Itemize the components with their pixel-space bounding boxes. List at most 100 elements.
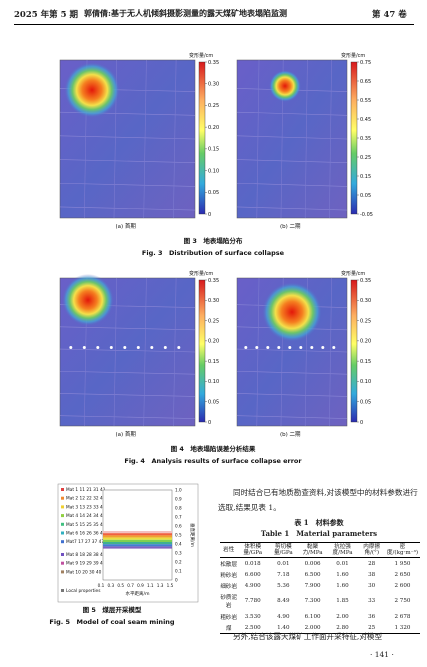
collapse-zone (262, 282, 322, 342)
page-number: · 141 · (370, 650, 394, 659)
monitor-point (136, 346, 140, 350)
map-road (143, 277, 147, 427)
colorbar-unit: 变形量/cm (189, 52, 213, 59)
monitor-point (255, 346, 259, 350)
cell: 2 600 (394, 583, 411, 590)
monitor-point (69, 346, 73, 350)
y-tick-label: 0.3 (175, 551, 182, 556)
map-road (236, 111, 348, 116)
legend-swatch (61, 522, 64, 526)
monitor-point (123, 346, 127, 350)
legend-entry: Mat 3 13 23 33 43 (66, 504, 106, 510)
monitor-point (310, 346, 314, 350)
colorbar (198, 279, 206, 423)
colorbar-tick-label: 0.25 (360, 155, 371, 161)
cell: 2.80 (326, 622, 359, 635)
map-road (236, 348, 348, 353)
legend-swatch (61, 570, 64, 574)
cell: 4.90 (277, 613, 290, 620)
panel-label: (b) 二期 (280, 431, 301, 438)
monitor-point (299, 346, 303, 350)
map-road (173, 59, 177, 219)
colorbar-tick-label: 0.20 (360, 339, 371, 345)
colorbar-unit: 变形量/cm (189, 270, 213, 277)
cell: 2.500 (237, 622, 269, 635)
monitor-point (163, 346, 167, 350)
panel-label: (b) 二期 (280, 223, 301, 230)
colorbar-tick-label: 0.25 (208, 318, 219, 324)
issue: 2025 年第 5 期 (14, 10, 78, 20)
material-table: 岩性 体积模量/GPa 剪切模量/GPa 黏聚力/MPa 抗拉强度/MPa 内摩擦角/(°… (220, 541, 420, 635)
map-road (236, 159, 348, 163)
legend-swatch (61, 488, 64, 491)
map-road (143, 59, 147, 219)
legend-swatch (61, 540, 64, 544)
collapse-zone (64, 62, 120, 118)
colorbar-tick-label: 0.25 (360, 318, 371, 324)
legend-swatch (61, 589, 64, 592)
figure-caption-cn: 图 3 地表塌陷分布 (184, 236, 243, 245)
cell: 细砂岩 (220, 584, 238, 591)
colorbar-tick-label: 0.55 (360, 98, 371, 104)
map-road (236, 182, 348, 187)
map-road (59, 393, 196, 397)
cell: 33 (368, 598, 376, 605)
monitor-point (244, 346, 248, 350)
legend-entry: Mat7 17 27 37 47 (66, 539, 104, 545)
colorbar-tick-label: 0.15 (208, 359, 219, 365)
map-road (59, 135, 196, 140)
column-header: 内摩擦角/(°) (358, 541, 385, 559)
cell: 2.00 (336, 613, 349, 620)
strata-layer (103, 533, 172, 536)
y-tick-label: 0.5 (175, 533, 182, 538)
cell: 0.018 (244, 560, 261, 567)
legend-swatch (61, 561, 64, 565)
y-tick-label: 0.8 (175, 506, 182, 511)
monitor-point (332, 346, 336, 350)
colorbar-tick-label: 0.10 (208, 168, 219, 174)
colorbar-tick-label: 0.30 (360, 298, 371, 304)
colorbar (350, 61, 358, 215)
map-road (236, 370, 348, 375)
table-row: 松散层 0.018 0.01 0.006 0.01 28 1 950 (220, 558, 420, 570)
x-tick-label: 0.3 (108, 583, 115, 588)
map-road (59, 206, 196, 211)
volume: 第 47 卷 (372, 10, 407, 20)
colorbar-unit: 变形量/cm (341, 52, 365, 59)
y-tick-label: 0.1 (175, 569, 182, 574)
colorbar-tick-label: -0.05 (360, 212, 373, 218)
cell: 松散层 (220, 561, 238, 568)
cell: 2 750 (394, 598, 411, 605)
cell: 0.01 (277, 560, 290, 567)
monitor-point (109, 346, 113, 350)
colorbar-tick-label: 0.35 (360, 136, 371, 142)
y-tick-label: 0.6 (175, 524, 182, 529)
collapse-zone (62, 274, 114, 326)
colorbar (198, 61, 206, 215)
y-tick-label: 0.4 (175, 542, 182, 547)
map-road (59, 415, 196, 419)
map-road (236, 135, 348, 140)
legend-entry: Mat 9 19 29 39 49 (66, 561, 106, 567)
colorbar-tick-label: 0.30 (208, 298, 219, 304)
colorbar-unit: 变形量/cm (341, 270, 365, 277)
colorbar-tick-label: 0.35 (360, 278, 371, 284)
x-axis-label: 水平距离/m (126, 590, 150, 597)
cell: 2 650 (394, 572, 411, 579)
colorbar-tick-label: 0.35 (208, 60, 219, 66)
colorbar-tick-label: 0.20 (208, 125, 219, 131)
map-road (256, 277, 260, 427)
cell: 28 (368, 560, 376, 567)
map-road (236, 393, 348, 397)
strata-layer (103, 544, 172, 547)
legend-swatch (61, 496, 64, 500)
table-row: 煤 2.500 1.40 2.000 2.80 25 1 320 (220, 622, 420, 635)
cell: 7.300 (304, 598, 321, 605)
x-tick-label: 0.1 (98, 583, 105, 588)
cell: 30 (368, 583, 376, 590)
strata-layer (103, 535, 172, 538)
cell: 1.85 (336, 598, 349, 605)
legend-entry: Mat 4 14 24 34 44 (66, 513, 106, 519)
legend-swatch (61, 553, 64, 556)
